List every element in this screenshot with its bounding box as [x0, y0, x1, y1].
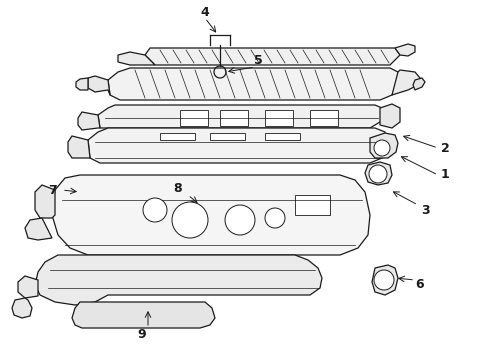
Circle shape — [143, 198, 167, 222]
Polygon shape — [52, 175, 370, 255]
Polygon shape — [392, 70, 420, 95]
Polygon shape — [395, 44, 415, 56]
Polygon shape — [265, 133, 300, 140]
Polygon shape — [372, 265, 398, 295]
Polygon shape — [210, 133, 245, 140]
Text: 9: 9 — [138, 328, 147, 342]
Polygon shape — [380, 104, 400, 128]
Polygon shape — [145, 48, 400, 65]
Polygon shape — [76, 78, 88, 90]
Polygon shape — [265, 110, 293, 126]
Polygon shape — [72, 302, 215, 328]
Polygon shape — [88, 128, 388, 163]
Polygon shape — [35, 255, 322, 305]
Circle shape — [374, 270, 394, 290]
Polygon shape — [310, 110, 338, 126]
Polygon shape — [108, 68, 400, 100]
Polygon shape — [118, 52, 155, 65]
Polygon shape — [18, 276, 38, 298]
Text: 2: 2 — [441, 141, 449, 154]
Polygon shape — [35, 185, 55, 218]
Circle shape — [172, 202, 208, 238]
Text: 6: 6 — [416, 279, 424, 292]
Text: 1: 1 — [441, 168, 449, 181]
Polygon shape — [295, 195, 330, 215]
Text: 4: 4 — [200, 5, 209, 18]
Polygon shape — [88, 76, 110, 95]
Polygon shape — [160, 133, 195, 140]
Polygon shape — [413, 78, 425, 90]
Polygon shape — [68, 136, 90, 158]
Text: 8: 8 — [173, 181, 182, 194]
Text: 3: 3 — [421, 203, 429, 216]
Polygon shape — [98, 105, 385, 128]
Text: 5: 5 — [254, 54, 262, 67]
Circle shape — [374, 140, 390, 156]
Circle shape — [369, 165, 387, 183]
Polygon shape — [365, 162, 392, 185]
Polygon shape — [370, 133, 398, 158]
Circle shape — [225, 205, 255, 235]
Polygon shape — [180, 110, 208, 126]
Polygon shape — [12, 298, 32, 318]
Polygon shape — [220, 110, 248, 126]
Circle shape — [265, 208, 285, 228]
Polygon shape — [78, 112, 100, 130]
Text: 7: 7 — [48, 184, 56, 197]
Polygon shape — [25, 218, 52, 240]
